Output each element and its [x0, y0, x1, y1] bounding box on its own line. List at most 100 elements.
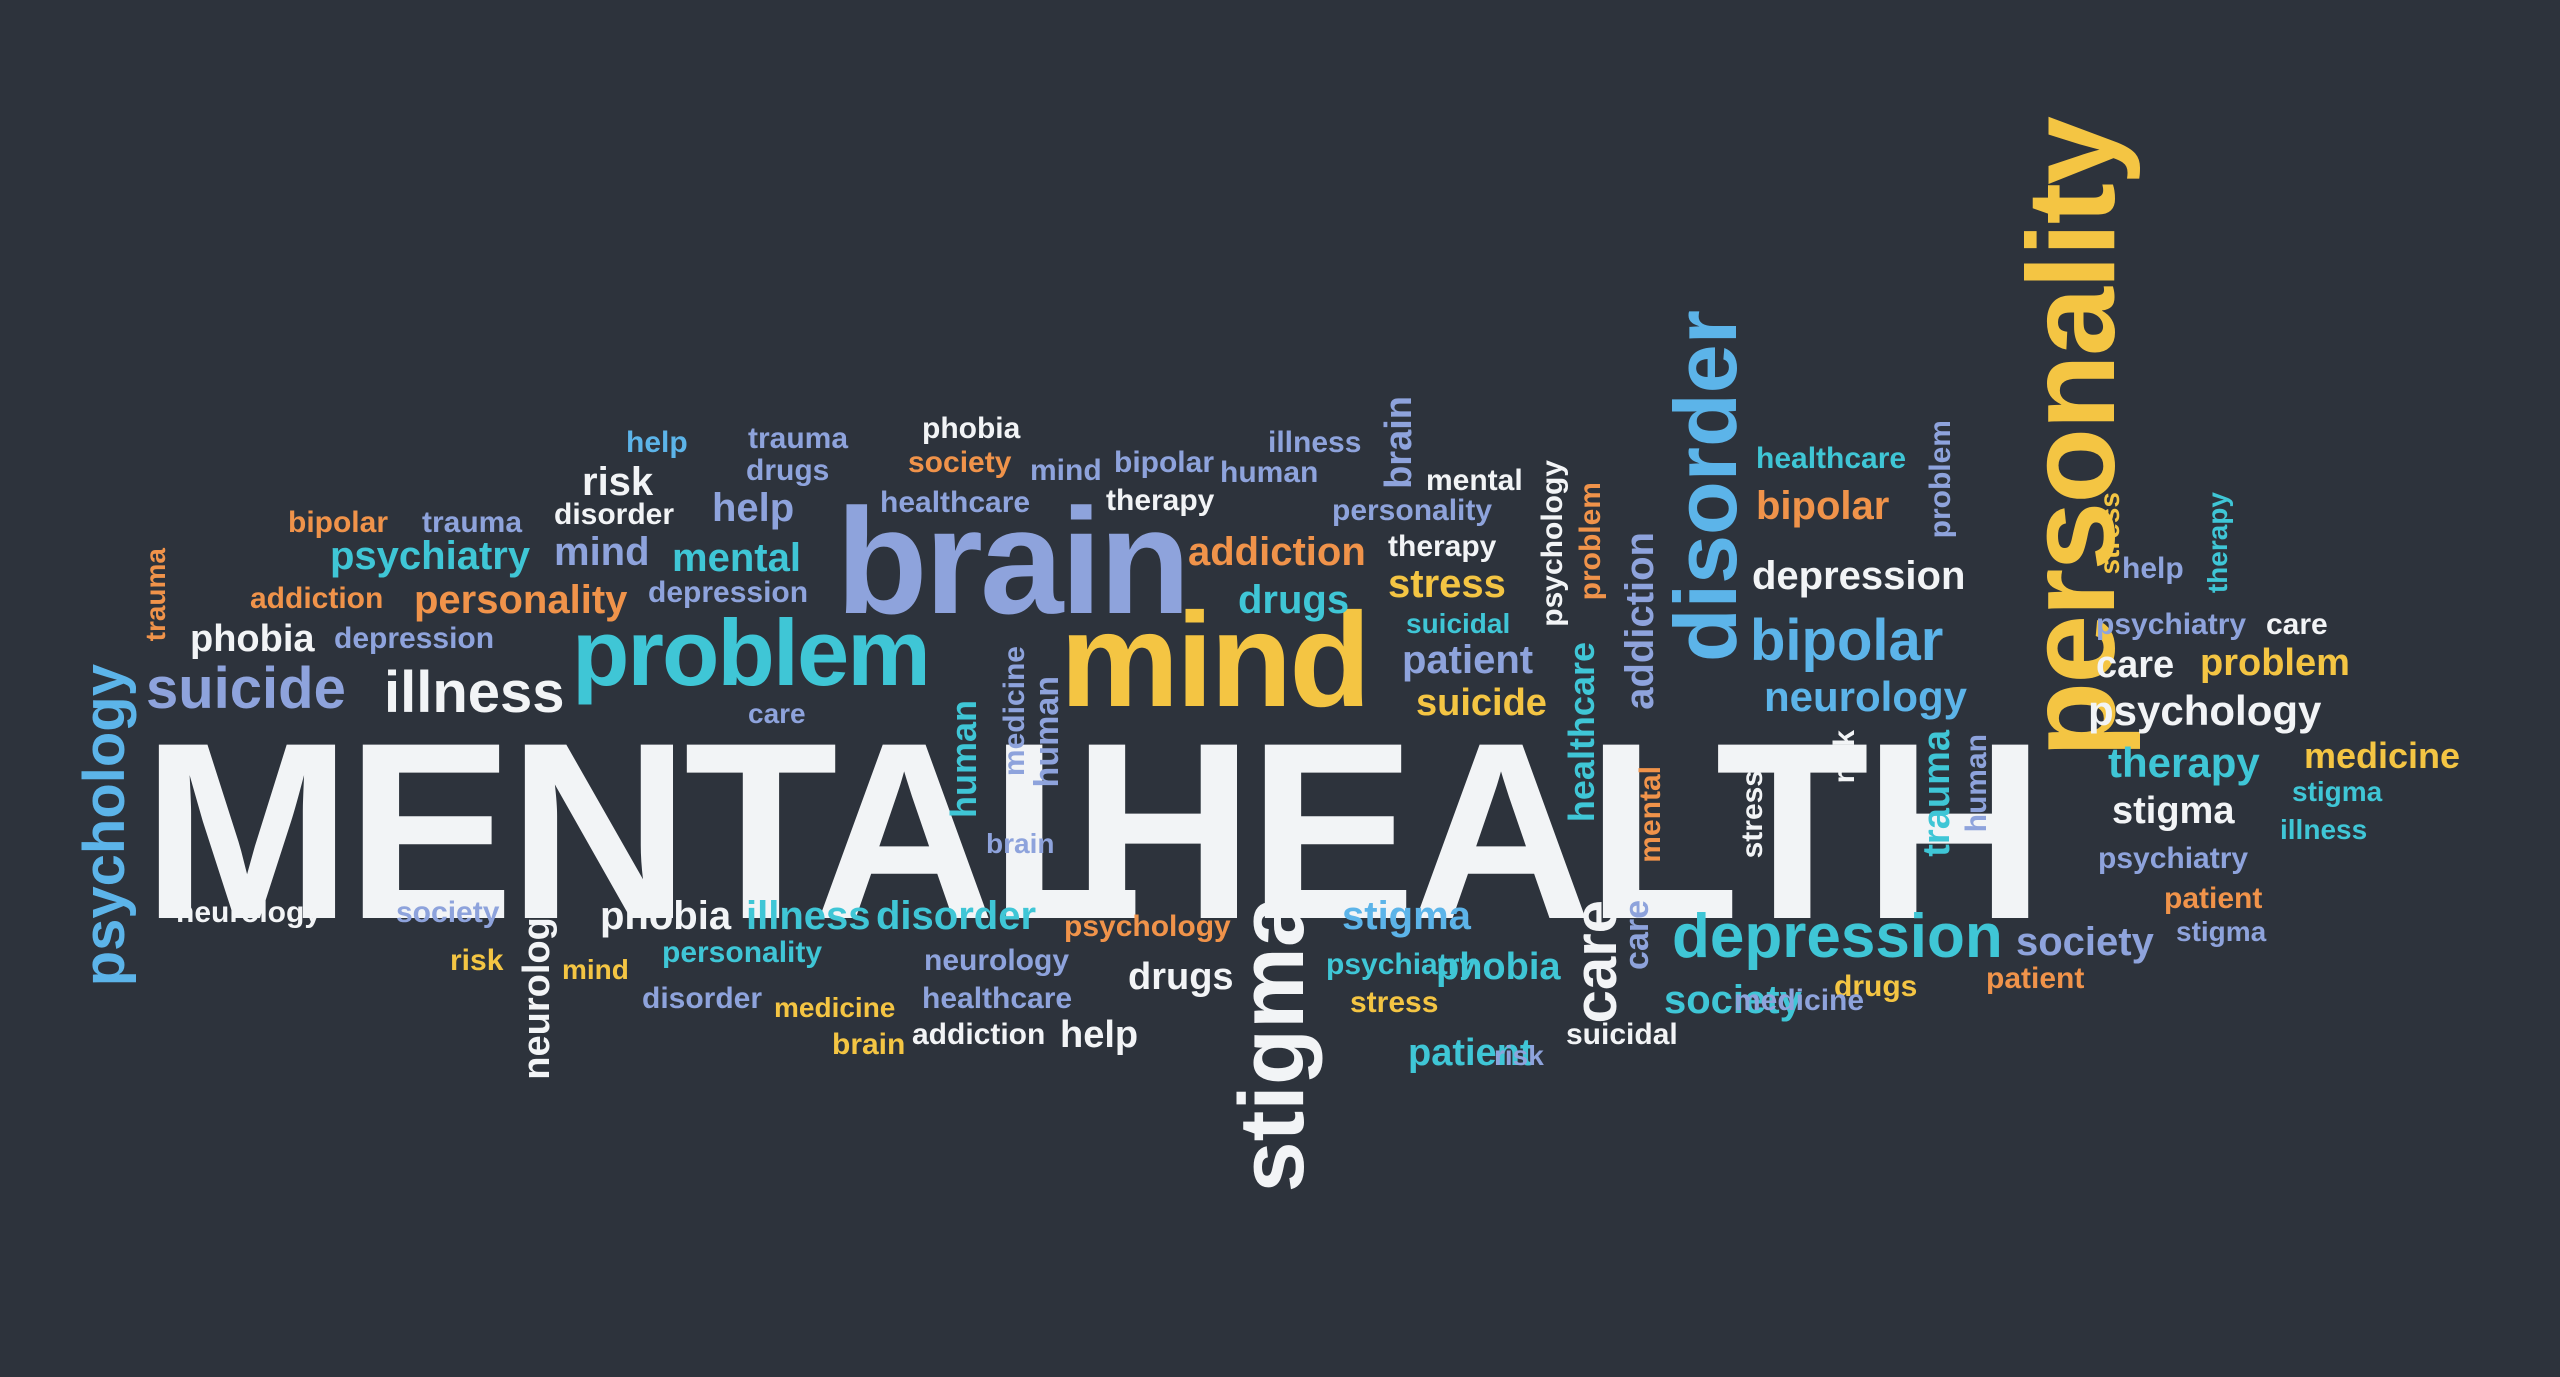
cloud-word: medicine: [2304, 735, 2461, 776]
cloud-word: drugs: [1834, 970, 1918, 1003]
cloud-word: care: [1618, 900, 1656, 970]
cloud-word: healthcare: [1756, 442, 1907, 475]
cloud-word: psychology: [72, 664, 137, 987]
cloud-word: mental: [1426, 464, 1523, 497]
cloud-word: care: [2266, 608, 2328, 641]
cloud-word: stigma: [2292, 776, 2383, 807]
cloud-word: bipolar: [1750, 608, 1944, 673]
cloud-word: stigma: [1221, 896, 1323, 1193]
cloud-word: problem: [2200, 642, 2350, 684]
cloud-word: addiction: [912, 1018, 1046, 1051]
cloud-word: mental: [672, 536, 801, 580]
cloud-word: brain: [836, 477, 1191, 645]
cloud-word: illness: [1268, 426, 1362, 459]
cloud-word: stress: [2094, 492, 2125, 575]
cloud-word: psychology: [1536, 460, 1569, 627]
cloud-word: illness: [746, 894, 871, 938]
cloud-word: illness: [384, 660, 565, 725]
cloud-word: stress: [1736, 770, 1769, 859]
cloud-word: disorder: [554, 498, 675, 531]
cloud-word: risk: [1494, 1040, 1544, 1071]
cloud-word: phobia: [1436, 946, 1561, 988]
cloud-word: drugs: [1128, 956, 1234, 998]
cloud-word: personality: [1332, 494, 1493, 527]
cloud-word: problem: [1574, 482, 1607, 601]
cloud-word: bipolar: [1114, 446, 1215, 479]
cloud-word: neurology: [924, 944, 1070, 977]
cloud-word: patient: [2164, 882, 2263, 915]
cloud-word: disorder: [642, 982, 763, 1015]
cloud-word: bipolar: [1756, 484, 1890, 528]
cloud-word: phobia: [600, 894, 732, 938]
cloud-word: brain: [832, 1028, 906, 1061]
cloud-word: brain: [1378, 396, 1420, 489]
cloud-word: psychology: [2088, 687, 2322, 734]
cloud-word: trauma: [1916, 730, 1958, 857]
cloud-word: help: [2122, 552, 2184, 585]
cloud-word: healthcare: [1561, 642, 1602, 823]
cloud-word: psychiatry: [2098, 842, 2249, 875]
cloud-word: trauma: [422, 506, 523, 539]
cloud-word: healthcare: [880, 486, 1031, 519]
cloud-word: risk: [1828, 730, 1861, 784]
cloud-word: patient: [1402, 638, 1534, 682]
cloud-word: human: [1028, 676, 1066, 788]
cloud-word: addiction: [1188, 530, 1366, 574]
cloud-word: illness: [2280, 814, 2368, 845]
cloud-word: personality: [662, 936, 823, 969]
cloud-word: mind: [554, 530, 650, 574]
cloud-word: personality: [414, 578, 628, 622]
cloud-word: addiction: [250, 582, 384, 615]
cloud-word: society: [396, 896, 500, 929]
cloud-word: medicine: [1734, 984, 1865, 1017]
cloud-word: drugs: [746, 454, 830, 487]
cloud-word: care: [2096, 644, 2175, 686]
cloud-word: trauma: [140, 548, 171, 642]
cloud-word: healthcare: [922, 982, 1073, 1015]
cloud-word: suicidal: [1566, 1018, 1678, 1051]
cloud-word: society: [2016, 920, 2154, 964]
cloud-word: help: [626, 426, 688, 459]
cloud-word: care: [1562, 900, 1629, 1024]
cloud-word: depression: [334, 622, 495, 655]
cloud-word: suicide: [146, 656, 346, 721]
cloud-word: problem: [1924, 420, 1957, 539]
cloud-word: depression: [648, 576, 809, 609]
cloud-word: disorder: [876, 894, 1037, 938]
cloud-word: neurology: [516, 896, 558, 1080]
cloud-word: society: [1664, 978, 1802, 1022]
cloud-word: stigma: [1342, 894, 1471, 938]
cloud-word: therapy: [1388, 530, 1497, 563]
cloud-word: therapy: [2202, 492, 2233, 594]
cloud-word: depression: [1752, 554, 1966, 598]
cloud-word: psychiatry: [1326, 948, 1477, 981]
cloud-word: help: [712, 486, 795, 530]
cloud-word: HEALTH: [1072, 691, 2045, 972]
cloud-word: suicidal: [1406, 608, 1511, 639]
cloud-word: problem: [572, 600, 931, 705]
cloud-word: disorder: [1656, 310, 1755, 663]
cloud-word: stigma: [2176, 916, 2267, 947]
cloud-word: phobia: [190, 618, 315, 660]
cloud-word: stigma: [2112, 790, 2235, 832]
cloud-word: therapy: [2108, 739, 2260, 786]
cloud-word: mental: [1634, 766, 1667, 863]
cloud-word: mind: [1060, 586, 1371, 735]
cloud-word: depression: [1672, 902, 2003, 971]
cloud-word: care: [748, 698, 806, 729]
cloud-word: mind: [1030, 454, 1102, 487]
cloud-word: brain: [986, 828, 1055, 859]
cloud-word: society: [908, 446, 1012, 479]
cloud-word: psychiatry: [2096, 608, 2247, 641]
cloud-word: patient: [1408, 1032, 1533, 1074]
cloud-word: human: [1960, 734, 1993, 833]
cloud-word: neurology: [1764, 673, 1968, 720]
cloud-word: psychology: [1064, 910, 1231, 943]
cloud-word: human: [1220, 456, 1319, 489]
cloud-word: suicide: [1416, 682, 1547, 724]
cloud-word: bipolar: [288, 506, 389, 539]
cloud-word: risk: [582, 460, 654, 504]
cloud-word: stress: [1388, 562, 1506, 606]
cloud-word: phobia: [922, 412, 1021, 445]
